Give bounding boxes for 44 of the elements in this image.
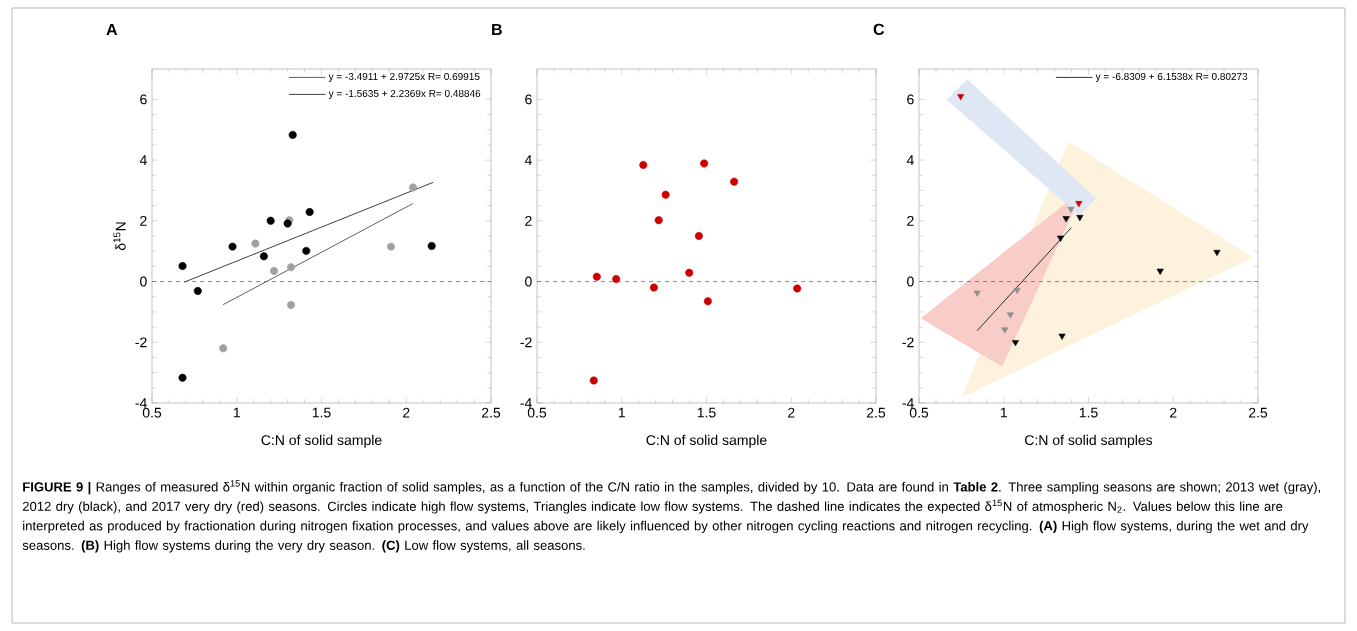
x-axis-title: C:N of solid sample [261, 434, 382, 448]
y-tick-label: 6 [525, 94, 532, 105]
x-tick-label: 2.5 [481, 407, 501, 418]
y-tick-label: 6 [907, 94, 914, 105]
chart-title: A [106, 23, 118, 35]
y-tick-label: 2 [140, 215, 147, 226]
x-tick-label: 0.5 [909, 407, 929, 418]
y-tick-label: 6 [140, 94, 147, 105]
y-tick-label: 2 [907, 215, 914, 226]
y-tick-label: -4 [135, 398, 147, 408]
y-tick-label: 4 [906, 155, 914, 165]
x-tick-label: 1 [1000, 407, 1007, 418]
y-axis-title: δ$^{15}$N [113, 222, 126, 251]
x-axis-title: C:N of solid sample [646, 434, 767, 448]
x-tick-label: 2.5 [866, 407, 886, 418]
legend-label: y = -6.8309 + 6.1538x R= 0.80273 [1095, 72, 1248, 82]
text: FIGURE 9 | Ranges of measured δ$^{15}$N within organic fraction of solid samples, as a function of the C/N ratio in the samples, divided by 10. Data are found in Table 2. Three sampling seasons are shown; 2013 wet (gray), 2012 dry (black), and 2017 very dry (red) seasons. Circles indicate high flow systems, Triangles indicate low flow systems. The dashed line indicates the expected δ$^{15}$N of atmospheric N$_{2}$. Values below this line are interpreted as produced by fractionation during nitrogen fixation processes, and values above are likely influenced by other nitrogen cycling reactions and nitrogen recycling. (A) High flow systems, during the wet and dry seasons. (B) High flow systems during the very dry season. (C) Low flow systems, all seasons. [22, 480, 1321, 553]
chart-title: C [873, 23, 885, 35]
x-tick-label: 2 [1170, 407, 1177, 418]
x-tick-label: 1 [618, 407, 625, 418]
y-tick-label: -4 [902, 398, 914, 408]
x-tick-label: 1 [233, 407, 240, 418]
chart-title: B [492, 23, 502, 35]
x-tick-label: 2 [403, 407, 410, 418]
y-tick-label: 0 [525, 276, 532, 287]
y-tick-label: 2 [525, 215, 532, 226]
y-tick-label: -2 [902, 337, 914, 348]
y-tick-label: -2 [135, 337, 147, 348]
x-tick-label: 2 [788, 407, 795, 418]
x-tick-label: 2.5 [1248, 407, 1268, 418]
legend-label: y = -3.4911 + 2.9725x R= 0.69915 [328, 72, 480, 82]
x-tick-label: 0.5 [527, 407, 547, 418]
x-tick-label: 1.5 [697, 407, 716, 418]
y-tick-label: 4 [139, 155, 147, 165]
x-tick-label: 1.5 [312, 407, 331, 418]
x-axis-title: C:N of solid samples [1025, 434, 1153, 448]
x-tick-label: 1.5 [1079, 407, 1098, 418]
y-tick-label: 0 [140, 276, 147, 287]
legend-label: y = -1.5635 + 2.2369x R= 0.48846 [328, 89, 481, 99]
y-tick-label: 4 [524, 155, 532, 165]
y-tick-label: -2 [520, 337, 532, 348]
y-tick-label: -4 [520, 398, 532, 408]
y-tick-label: 0 [907, 276, 914, 287]
x-tick-label: 0.5 [142, 407, 162, 418]
